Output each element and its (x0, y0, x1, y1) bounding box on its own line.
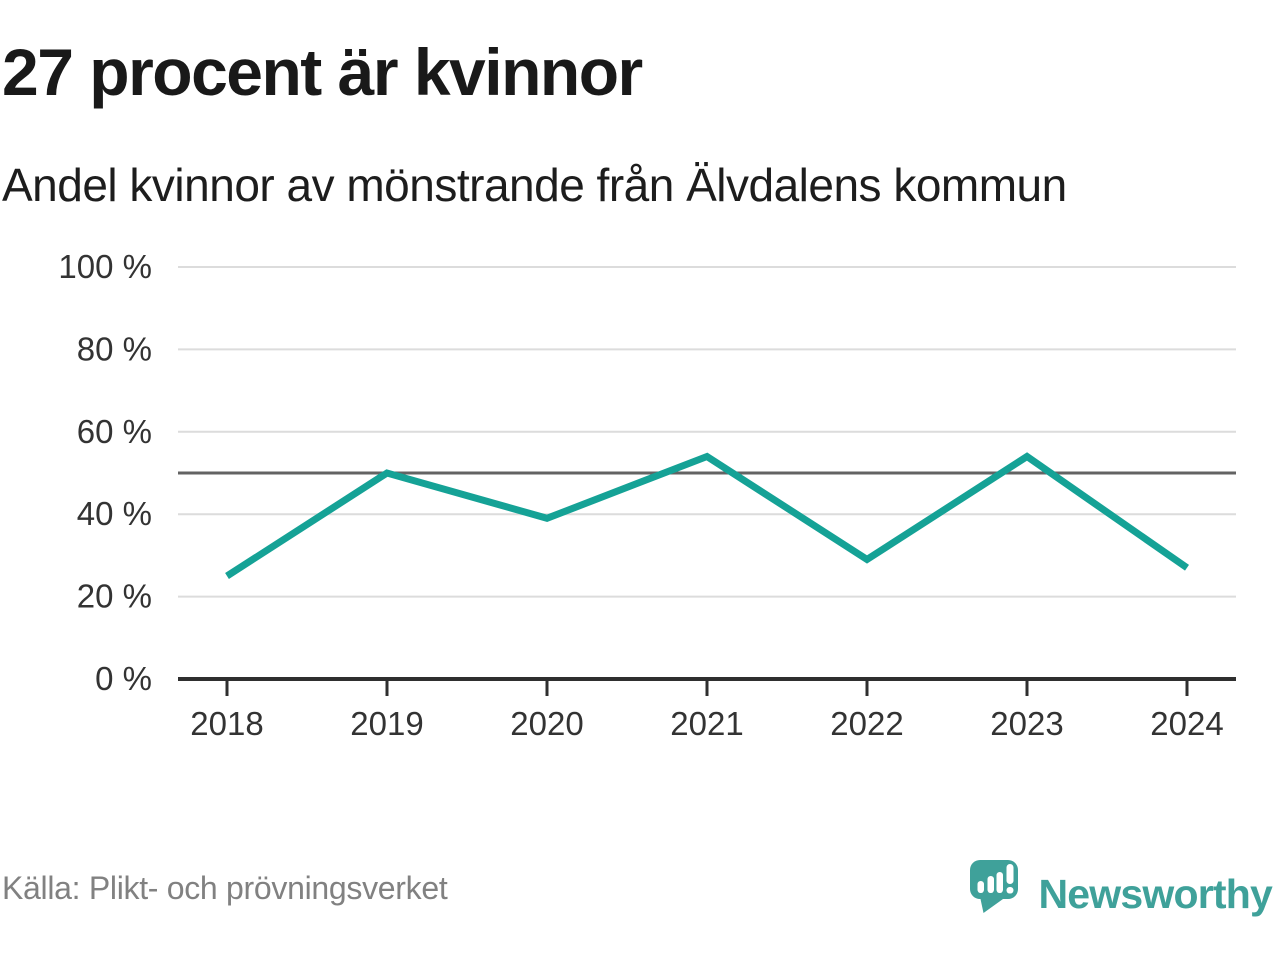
y-axis-tick-label: 60 % (77, 413, 152, 450)
newsworthy-bubble-icon (969, 860, 1018, 913)
y-axis-tick-label: 80 % (77, 330, 152, 367)
chart-footer: Källa: Plikt- och prövningsverket Newswo… (2, 852, 1273, 924)
newsworthy-wordmark: Newsworthy (1038, 870, 1273, 917)
x-axis-tick-label: 2020 (510, 705, 583, 742)
x-axis-tick-label: 2019 (350, 705, 423, 742)
bar-medium (987, 876, 994, 893)
chart-title: 27 procent är kvinnor (2, 35, 643, 109)
line-chart: 0 % 20 % 40 % 60 % 80 % 100 % 2018 2019 2020 2021… (58, 248, 1236, 742)
bar-small (977, 881, 984, 893)
x-axis-tick-label: 2022 (830, 705, 903, 742)
source-note: Källa: Plikt- och prövningsverket (2, 869, 448, 906)
y-axis-tick-label: 0 % (95, 660, 152, 697)
x-axis-tick-label: 2021 (670, 705, 743, 742)
y-axis-tick-label: 100 % (58, 248, 152, 285)
bar-large (996, 872, 1003, 893)
data-line (225, 452, 1189, 579)
exclamation-bar (1006, 864, 1013, 884)
newsworthy-logo[interactable]: Newsworthy (969, 859, 1273, 918)
y-axis-tick-label: 20 % (77, 578, 152, 615)
exclamation-dot (1006, 887, 1013, 894)
y-axis-tick-label: 40 % (77, 495, 152, 532)
chart-subtitle: Andel kvinnor av mönstrande från Älvdale… (2, 159, 1067, 211)
x-axis-tick-label: 2023 (990, 705, 1063, 742)
x-axis-tick-label: 2024 (1150, 705, 1223, 742)
x-axis-tick-label: 2018 (190, 705, 263, 742)
